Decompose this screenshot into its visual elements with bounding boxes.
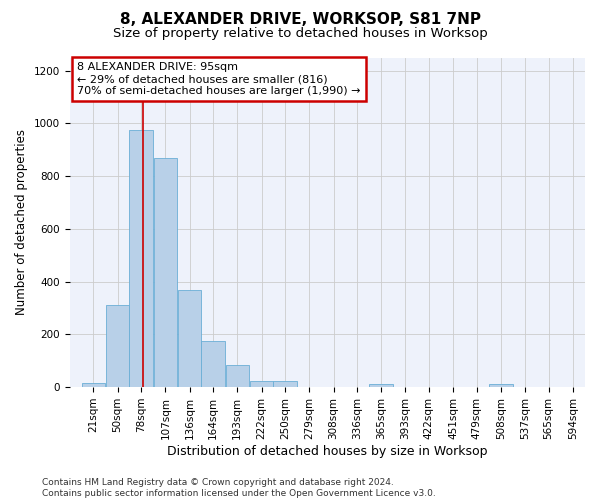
Bar <box>489 384 513 387</box>
Bar <box>178 290 202 387</box>
Text: Contains HM Land Registry data © Crown copyright and database right 2024.
Contai: Contains HM Land Registry data © Crown c… <box>42 478 436 498</box>
Bar <box>370 384 393 387</box>
Y-axis label: Number of detached properties: Number of detached properties <box>15 130 28 316</box>
Text: 8 ALEXANDER DRIVE: 95sqm
← 29% of detached houses are smaller (816)
70% of semi-: 8 ALEXANDER DRIVE: 95sqm ← 29% of detach… <box>77 62 361 96</box>
Bar <box>250 380 274 387</box>
Bar <box>273 380 297 387</box>
Bar <box>201 341 225 387</box>
Bar <box>129 130 153 387</box>
X-axis label: Distribution of detached houses by size in Worksop: Distribution of detached houses by size … <box>167 444 488 458</box>
Bar <box>82 383 105 387</box>
Bar <box>226 364 249 387</box>
Bar <box>106 306 130 387</box>
Text: 8, ALEXANDER DRIVE, WORKSOP, S81 7NP: 8, ALEXANDER DRIVE, WORKSOP, S81 7NP <box>119 12 481 28</box>
Text: Size of property relative to detached houses in Worksop: Size of property relative to detached ho… <box>113 28 487 40</box>
Bar <box>154 158 177 387</box>
